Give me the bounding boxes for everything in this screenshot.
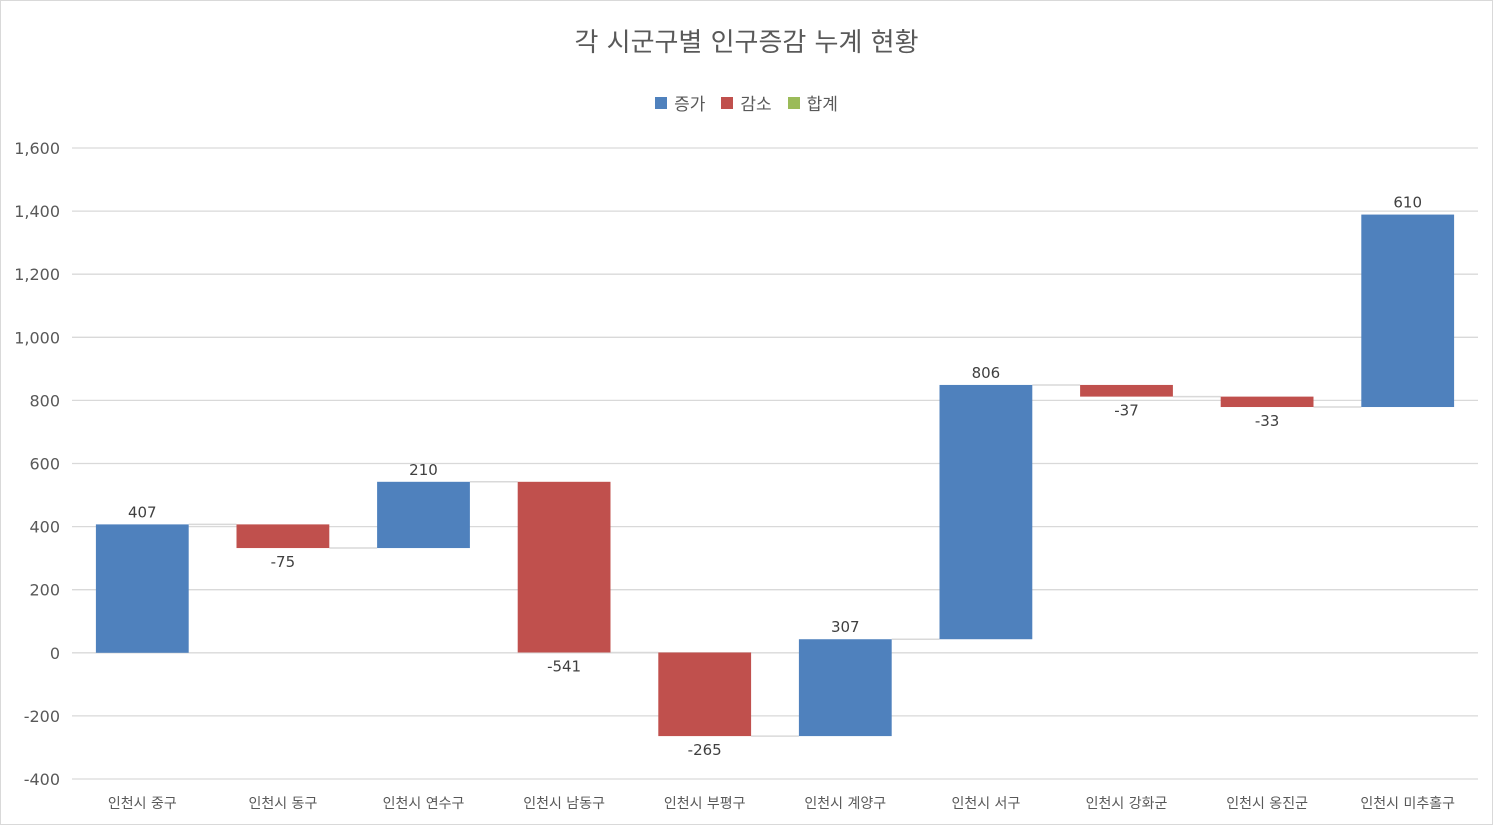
data-label: 806 [972, 364, 1001, 382]
bar-increase[interactable] [939, 384, 1033, 640]
bar-increase[interactable] [377, 481, 470, 549]
x-tick-label: 인천시 중구 [108, 796, 177, 812]
legend-label-increase: 증가 [674, 95, 706, 115]
data-label: -75 [271, 553, 296, 571]
legend-item-total[interactable]: 합계 [787, 90, 838, 115]
chart-title: 각 시군구별 인구증감 누계 현황 [574, 28, 919, 58]
y-tick-label: -400 [24, 770, 60, 789]
gridlines [72, 147, 1478, 780]
legend-swatch-total [787, 96, 800, 109]
bar-decrease[interactable] [1220, 396, 1314, 408]
x-tick-label: 인천시 동구 [248, 796, 317, 812]
bar-increase[interactable] [798, 639, 892, 737]
legend: 증가 감소 합계 [0, 90, 1493, 115]
legend-item-decrease[interactable]: 감소 [721, 90, 772, 115]
connector-lines [188, 384, 1362, 737]
data-label: -541 [547, 657, 581, 675]
legend-label-decrease: 감소 [740, 95, 772, 115]
x-tick-label: 인천시 옹진군 [1226, 796, 1308, 812]
y-axis-ticks: -400 -200 0 200 400 600 800 1,000 1,200 1,400 1,60… [14, 139, 60, 789]
bar-decrease[interactable] [1080, 384, 1173, 397]
y-tick-label: 1,600 [14, 139, 60, 158]
x-axis-ticks: 인천시 중구 인천시 동구 인천시 연수구 인천시 남동구 인천시 부평구 인천시 계양구… [108, 796, 1455, 812]
bar-increase[interactable] [95, 524, 189, 653]
y-tick-label: 400 [29, 518, 60, 537]
legend-item-increase[interactable]: 증가 [655, 90, 705, 115]
x-tick-label: 인천시 계양구 [804, 796, 886, 812]
y-tick-label: 200 [29, 581, 60, 600]
y-tick-label: 800 [29, 391, 60, 410]
x-tick-label: 인천시 연수구 [383, 796, 465, 812]
bars [95, 214, 1455, 737]
bar-decrease[interactable] [658, 652, 752, 737]
data-label: -265 [688, 741, 722, 759]
bar-increase[interactable] [1361, 214, 1455, 408]
y-tick-label: 1,400 [14, 202, 60, 221]
legend-swatch-increase [655, 96, 668, 109]
bar-decrease[interactable] [517, 481, 611, 653]
x-tick-label: 인천시 강화군 [1086, 796, 1168, 812]
x-tick-label: 인천시 서구 [951, 796, 1020, 812]
x-tick-label: 인천시 부평구 [664, 796, 746, 812]
y-tick-label: 1,000 [14, 328, 60, 347]
data-label: -33 [1255, 412, 1280, 430]
y-tick-label: 600 [29, 455, 60, 474]
data-label: 307 [831, 618, 860, 636]
data-label: 210 [409, 461, 438, 479]
data-label: 407 [128, 503, 157, 521]
data-labels: 407 -75 210 -541 -265 307 806 -37 -33 610 [128, 194, 1422, 760]
data-label: -37 [1114, 402, 1139, 420]
x-tick-label: 인천시 남동구 [523, 796, 605, 812]
legend-label-total: 합계 [806, 95, 838, 115]
bar-decrease[interactable] [236, 524, 330, 549]
x-tick-label: 인천시 미추홀구 [1360, 796, 1455, 812]
y-tick-label: -200 [24, 707, 60, 726]
legend-swatch-decrease [721, 96, 734, 109]
y-tick-label: 0 [50, 644, 60, 663]
y-tick-label: 1,200 [14, 265, 60, 284]
data-label: 610 [1393, 194, 1422, 212]
